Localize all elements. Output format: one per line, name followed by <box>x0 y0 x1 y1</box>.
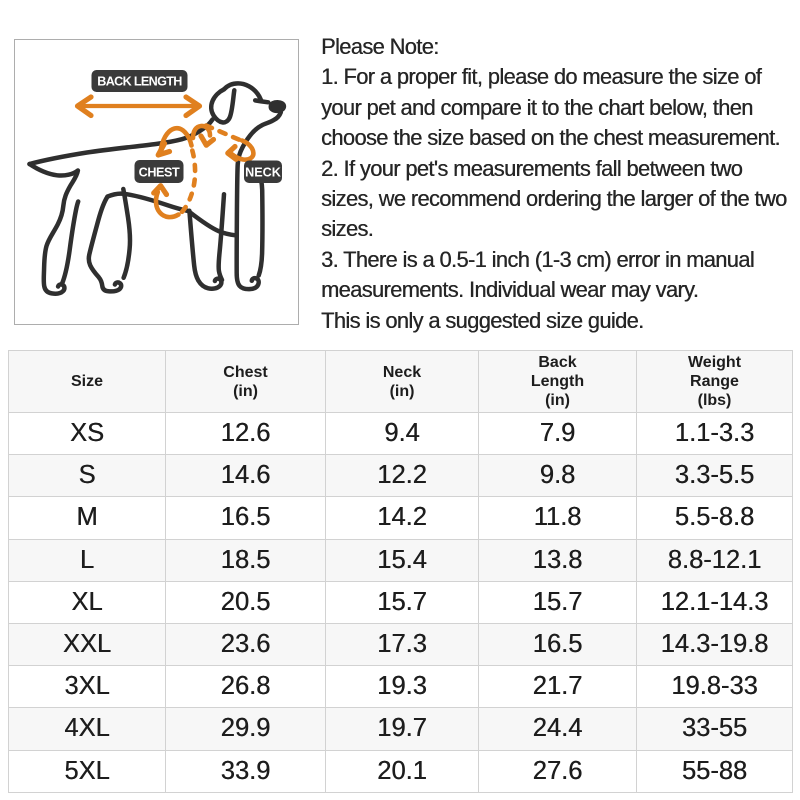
svg-text:CHEST: CHEST <box>139 165 180 179</box>
svg-text:NECK: NECK <box>245 166 281 180</box>
svg-text:BACK LENGTH: BACK LENGTH <box>97 75 182 89</box>
